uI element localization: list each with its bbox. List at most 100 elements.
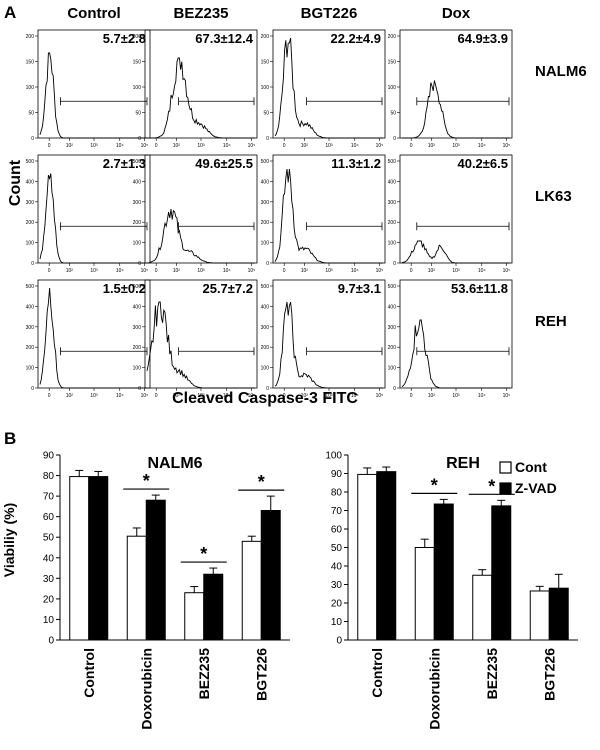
column-header-dox: Dox — [442, 5, 471, 22]
histogram-lk63-control: 0 100 200 300 400 500 0 10² 10³ 10⁴ 10⁵ 2.7±1.3 — [26, 154, 151, 274]
y-tick-label: 50 — [43, 533, 55, 544]
x-tick-label: 10² — [66, 393, 74, 399]
histogram-trace — [401, 240, 510, 264]
y-tick-label: 50 — [331, 543, 343, 554]
y-tick-label: 400 — [261, 304, 270, 310]
x-tick-label: 10⁵ — [141, 268, 149, 274]
gate-percentage: 2.7±1.3 — [103, 156, 146, 171]
y-tick-label: 0 — [138, 386, 141, 392]
column-header-bgt226: BGT226 — [301, 5, 358, 22]
y-tick-label: 200 — [388, 345, 397, 351]
x-tick-label: 0 — [48, 393, 51, 399]
y-tick-label: 0 — [393, 261, 396, 267]
y-tick-label: 0 — [138, 136, 141, 142]
y-tick-label: 300 — [261, 325, 270, 331]
y-tick-label: 200 — [26, 345, 35, 351]
y-tick-label: 100 — [261, 366, 270, 372]
y-tick-label: 500 — [26, 284, 35, 290]
y-tick-label: 150 — [26, 60, 35, 66]
column-header-control: Control — [67, 5, 120, 22]
bar-zvad-doxorubicin — [433, 503, 454, 641]
y-tick-label: 400 — [26, 304, 35, 310]
x-tick-label: 10⁵ — [503, 268, 511, 274]
y-tick-label: 400 — [26, 179, 35, 185]
x-tick-label: 10³ — [452, 268, 460, 274]
y-tick-label: 0 — [266, 136, 269, 142]
y-tick-label: 150 — [261, 60, 270, 66]
y-tick-label: 10 — [43, 615, 55, 626]
y-tick-label: 100 — [388, 366, 397, 372]
histogram-grid: 0 50 100 150 200 0 10² 10³ 10⁴ 10⁵ 5.7±2.8 0 50 100 15… — [26, 29, 513, 399]
histogram-trace — [39, 173, 148, 264]
x-tick-label: 0 — [155, 268, 158, 274]
y-tick-label: 300 — [133, 200, 142, 206]
y-tick-label: 500 — [261, 159, 270, 165]
y-tick-label: 200 — [26, 34, 35, 40]
legend-zvad-swatch — [499, 482, 512, 495]
histogram-nalm6-bez235: 0 50 100 150 200 0 10² 10³ 10⁴ 10⁵ 67.3±12.4 — [133, 29, 258, 149]
y-tick-label: 30 — [43, 574, 55, 585]
y-tick-label: 100 — [133, 366, 142, 372]
bar-cont-doxorubicin — [414, 547, 435, 641]
bar-cont-bgt226 — [529, 590, 550, 641]
x-tick-label: 10⁴ — [478, 393, 486, 399]
x-tick-label: 0 — [410, 393, 413, 399]
legend-zvad-label: Z-VAD — [515, 480, 557, 496]
y-tick-label: 500 — [133, 159, 142, 165]
histogram-frame — [144, 154, 258, 264]
y-tick-label: 400 — [133, 179, 142, 185]
y-tick-label: 300 — [261, 200, 270, 206]
y-tick-label: 0 — [31, 261, 34, 267]
category-label-doxorubicin: Doxorubicin — [138, 648, 154, 730]
y-tick-label: 200 — [261, 345, 270, 351]
x-tick-label: 10³ — [90, 143, 98, 149]
gate-percentage: 64.9±3.9 — [457, 31, 508, 46]
y-tick-label: 500 — [388, 284, 397, 290]
y-tick-label: 100 — [388, 85, 397, 91]
y-tick-label: 70 — [331, 506, 343, 517]
panel-a-xlabel: Cleaved Caspase-3 FITC — [172, 390, 358, 407]
x-tick-label: 10⁴ — [116, 143, 124, 149]
row-label-nalm6: NALM6 — [535, 63, 587, 80]
legend-cont-label: Cont — [515, 459, 547, 475]
x-tick-label: 10⁵ — [248, 393, 256, 399]
y-tick-label: 60 — [331, 525, 343, 536]
x-tick-label: 10² — [428, 268, 436, 274]
y-tick-label: 400 — [388, 179, 397, 185]
x-tick-label: 10³ — [325, 143, 333, 149]
histogram-frame — [37, 29, 151, 139]
y-tick-label: 200 — [261, 34, 270, 40]
x-tick-label: 10² — [301, 268, 309, 274]
bar-zvad-control — [376, 471, 397, 641]
bar-zvad-bez235 — [491, 505, 512, 641]
x-tick-label: 10⁵ — [248, 268, 256, 274]
y-tick-label: 400 — [388, 304, 397, 310]
histogram-reh-control: 0 100 200 300 400 500 0 10² 10³ 10⁴ 10⁵ 1.5±0.2 — [26, 279, 151, 399]
y-tick-label: 50 — [135, 111, 141, 117]
legend-cont-swatch — [499, 461, 512, 474]
x-tick-label: 10⁴ — [223, 393, 231, 399]
y-tick-label: 0 — [393, 136, 396, 142]
x-tick-label: 10⁵ — [376, 268, 384, 274]
y-tick-label: 90 — [331, 469, 343, 480]
bar-cont-doxorubicin — [126, 535, 147, 641]
x-tick-label: 10³ — [325, 268, 333, 274]
bar-cont-control — [357, 473, 378, 641]
histogram-trace — [401, 319, 510, 389]
histogram-trace — [39, 287, 148, 389]
histogram-reh-bez235: 0 100 200 300 400 500 0 10² 10³ 10⁴ 10⁵ 25.7±7.2 — [133, 279, 258, 399]
x-tick-label: 10⁵ — [141, 393, 149, 399]
significance-star: * — [200, 544, 207, 564]
gate-percentage: 25.7±7.2 — [202, 281, 253, 296]
y-tick-label: 0 — [393, 386, 396, 392]
histogram-nalm6-dox: 0 50 100 150 200 0 10² 10³ 10⁴ 10⁵ 64.9±3.9 — [388, 29, 513, 149]
x-tick-label: 0 — [155, 143, 158, 149]
y-tick-label: 200 — [388, 220, 397, 226]
bar-cont-control — [69, 476, 90, 641]
y-tick-label: 100 — [133, 85, 142, 91]
histogram-frame — [37, 154, 151, 264]
y-tick-label: 0 — [31, 136, 34, 142]
x-tick-label: 10³ — [90, 268, 98, 274]
gate-percentage: 1.5±0.2 — [103, 281, 146, 296]
